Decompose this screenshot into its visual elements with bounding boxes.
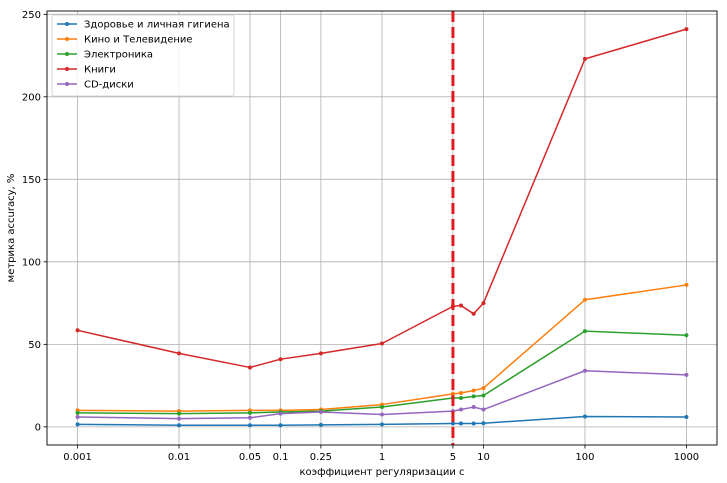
series-line [77,369,687,420]
legend-item: Кино и Телевидение [57,35,193,46]
x-tick-label: 1000 [674,452,699,463]
legend-swatch-marker [65,82,69,86]
legend-swatch-marker [65,37,69,41]
data-point [684,333,689,338]
data-point [471,388,476,393]
ticks: 0.001 0.01 0.05 0.1 0.25 1 5 10 100 1000 0 50 100 150… [22,10,699,463]
data-point [450,391,455,396]
series-layer [75,27,689,428]
legend-item: Электроника [57,50,153,61]
data-point [318,351,323,356]
legend-swatch-marker [65,22,69,26]
data-point [471,421,476,426]
data-point [278,357,283,362]
data-point [582,329,587,334]
data-point [177,416,182,421]
legend-box [51,14,235,97]
data-point [471,394,476,399]
data-point [278,423,283,428]
data-point [278,411,283,416]
data-point [481,407,486,412]
y-tick-label: 100 [22,257,41,268]
data-point [247,410,252,415]
data-point [481,301,486,306]
legend-label: Электроника [84,50,153,61]
x-tick-label: 100 [575,452,594,463]
data-point [481,421,486,426]
x-axis-title: коэффициент регуляризации c [299,467,464,478]
data-point [247,415,252,420]
data-point [458,421,463,426]
x-tick-label: 10 [477,452,490,463]
legend-item: Здоровье и личная гигиена [57,20,230,31]
data-point [75,410,80,415]
data-point [458,407,463,412]
x-tick-label: 1 [379,452,385,463]
y-tick-label: 200 [22,92,41,103]
data-point [471,405,476,410]
data-point [380,405,384,410]
data-point [582,297,587,302]
legend-swatch-marker [65,52,69,56]
data-point [684,282,689,287]
series-line [77,28,687,369]
y-tick-label: 0 [35,422,41,433]
data-point [458,303,463,308]
legend-label: Здоровье и личная гигиена [84,20,230,31]
data-point [380,412,384,417]
y-axis-title: метрика accuracy, % [6,174,17,283]
y-tick-label: 150 [22,175,41,186]
x-tick-label: 0.05 [239,452,261,463]
data-point [247,423,252,428]
legend-item: CD-диски [57,80,134,91]
grid [47,11,717,445]
y-tick-label: 50 [28,340,41,351]
data-point [582,56,587,61]
legend-swatch-marker [65,67,69,71]
x-tick-label: 0.25 [310,452,332,463]
series [75,414,689,428]
data-point [582,414,587,419]
legend-label: Книги [84,65,116,76]
legend: Здоровье и личная гигиена Кино и Телевиде… [51,14,235,97]
series-line [77,284,687,412]
data-point [380,422,384,427]
data-point [582,368,587,373]
y-tick-label: 250 [22,10,41,21]
series-line [77,415,687,426]
data-point [75,422,80,427]
data-point [177,423,182,428]
series [75,368,689,421]
x-tick-label: 5 [450,452,456,463]
x-tick-label: 0.001 [63,452,92,463]
data-point [684,27,689,32]
legend-label: CD-диски [84,80,134,91]
data-point [450,421,455,426]
legend-label: Кино и Телевидение [84,35,193,46]
data-point [247,365,252,370]
data-point [458,391,463,396]
data-point [75,328,80,333]
x-tick-label: 0.1 [273,452,289,463]
data-point [318,409,323,414]
series [75,27,689,370]
data-point [684,414,689,419]
data-point [318,422,323,427]
series-line [77,330,687,415]
data-point [481,386,486,391]
legend-item: Книги [57,65,116,76]
data-point [458,395,463,400]
data-point [684,372,689,377]
data-point [177,411,182,416]
data-point [481,393,486,398]
data-point [471,311,476,316]
x-tick-label: 0.01 [168,452,190,463]
data-point [177,351,182,356]
data-point [75,414,80,419]
data-point [380,341,384,346]
